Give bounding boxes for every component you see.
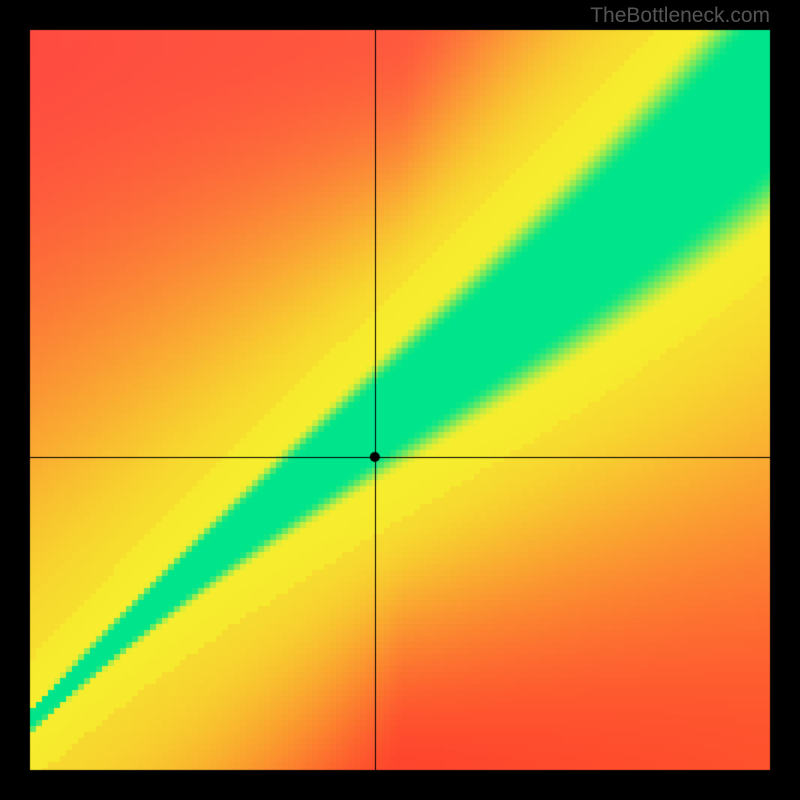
chart-container: TheBottleneck.com	[0, 0, 800, 800]
heatmap-canvas	[0, 0, 800, 800]
watermark-label: TheBottleneck.com	[590, 4, 770, 28]
